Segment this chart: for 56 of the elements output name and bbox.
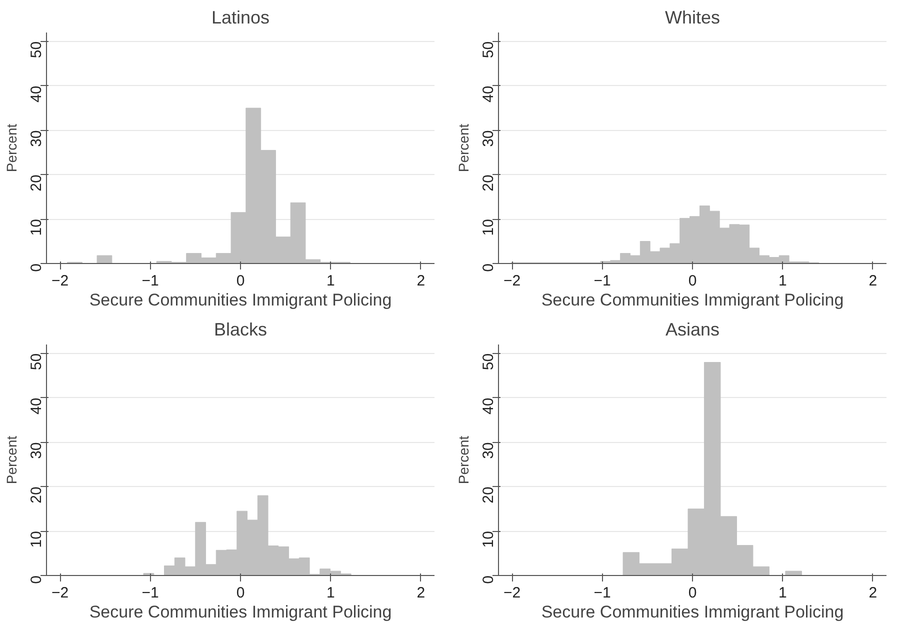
x-tick-label: −1 bbox=[142, 584, 159, 602]
y-tick-label: 0 bbox=[480, 264, 497, 272]
x-tick-label: −1 bbox=[594, 272, 611, 290]
y-tick-label: 20 bbox=[28, 174, 45, 192]
x-tick-label: −1 bbox=[594, 584, 611, 602]
y-tick-label: 10 bbox=[480, 531, 497, 548]
y-tick-label: 30 bbox=[480, 442, 497, 459]
x-tick-label: −2 bbox=[503, 584, 521, 602]
x-axis-title: Secure Communities Immigrant Policing bbox=[541, 602, 844, 622]
y-axis-title: Percent bbox=[4, 124, 20, 172]
chart-title: Whites bbox=[664, 8, 720, 28]
y-axis-title: Percent bbox=[456, 124, 472, 172]
x-tick-label: 2 bbox=[416, 584, 426, 602]
y-tick-label: 10 bbox=[28, 219, 45, 236]
x-tick-label: −1 bbox=[142, 272, 159, 290]
x-tick-label: 2 bbox=[868, 272, 878, 290]
y-tick-label: 10 bbox=[28, 531, 45, 548]
chart-title: Latinos bbox=[211, 8, 270, 28]
x-tick-label: 2 bbox=[868, 584, 878, 602]
x-tick-label: −2 bbox=[51, 272, 69, 290]
y-tick-label: 40 bbox=[480, 398, 497, 414]
x-tick-label: 0 bbox=[236, 584, 245, 602]
y-tick-label: 20 bbox=[480, 486, 497, 504]
y-tick-label: 0 bbox=[480, 576, 497, 584]
y-tick-label: 30 bbox=[28, 130, 45, 147]
y-tick-label: 50 bbox=[480, 41, 497, 58]
x-tick-label: −2 bbox=[51, 584, 69, 602]
x-axis-title: Secure Communities Immigrant Policing bbox=[89, 602, 392, 622]
x-tick-label: 1 bbox=[326, 584, 335, 602]
x-tick-label: 0 bbox=[236, 272, 245, 290]
y-tick-label: 0 bbox=[28, 576, 45, 584]
y-tick-label: 10 bbox=[480, 219, 497, 236]
x-tick-label: 1 bbox=[778, 584, 787, 602]
chart-title: Asians bbox=[665, 320, 720, 340]
y-tick-label: 30 bbox=[480, 130, 497, 147]
y-tick-label: 40 bbox=[480, 86, 497, 102]
y-tick-label: 20 bbox=[28, 486, 45, 504]
y-axis-title: Percent bbox=[456, 436, 472, 484]
y-tick-label: 20 bbox=[480, 174, 497, 192]
x-axis-title: Secure Communities Immigrant Policing bbox=[89, 290, 392, 310]
x-tick-label: 2 bbox=[416, 272, 426, 290]
y-tick-label: 0 bbox=[28, 264, 45, 272]
y-tick-label: 50 bbox=[480, 353, 497, 370]
x-tick-label: 1 bbox=[326, 272, 335, 290]
y-tick-label: 50 bbox=[28, 41, 45, 58]
x-axis-title: Secure Communities Immigrant Policing bbox=[541, 290, 844, 310]
y-tick-label: 40 bbox=[28, 86, 45, 102]
x-tick-label: 0 bbox=[688, 272, 697, 290]
chart-title: Blacks bbox=[214, 320, 268, 340]
x-tick-label: −2 bbox=[503, 272, 521, 290]
y-tick-label: 40 bbox=[28, 398, 45, 414]
y-axis-title: Percent bbox=[4, 436, 20, 484]
x-tick-label: 1 bbox=[778, 272, 787, 290]
x-tick-label: 0 bbox=[688, 584, 697, 602]
y-tick-label: 30 bbox=[28, 442, 45, 459]
y-tick-label: 50 bbox=[28, 353, 45, 370]
